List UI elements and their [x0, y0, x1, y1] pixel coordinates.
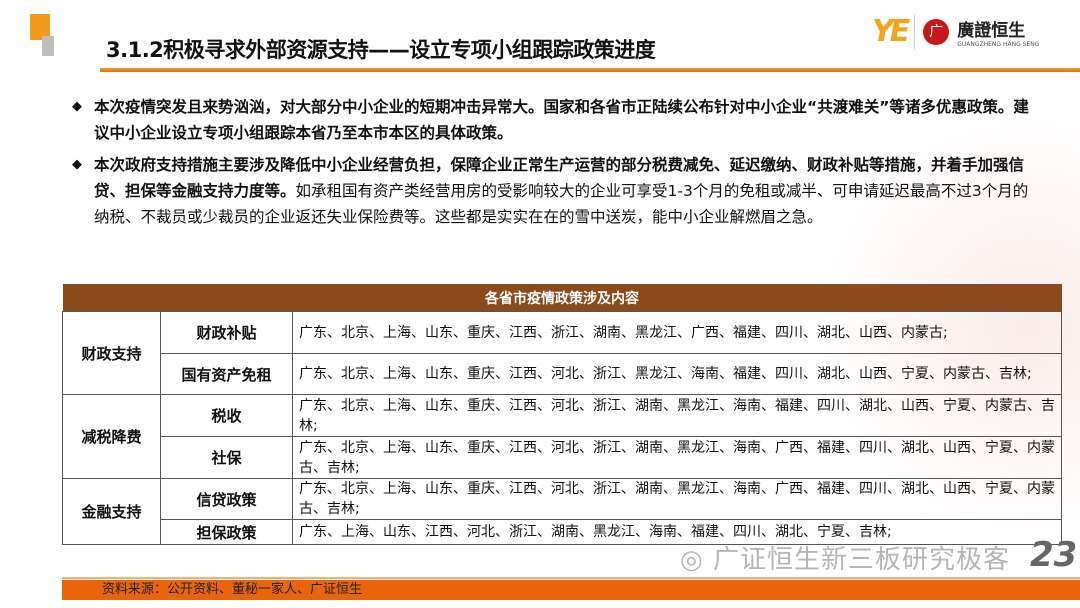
- brand-name: 廣證恒生 GUANGZHENG HANG SENG: [957, 16, 1039, 48]
- category-cell: 减税降费: [62, 394, 161, 479]
- decor-square-gray: [42, 36, 54, 56]
- table-row: 担保政策 广东、上海、山东、江西、河北、浙江、湖南、黑龙江、海南、福建、四川、湖…: [63, 519, 1062, 545]
- watermark: ◎ 广证恒生新三板研究极客: [680, 545, 1010, 575]
- policy-table: 各省市疫情政策涉及内容 财政支持 财政补贴 广东、北京、上海、山东、重庆、江西、…: [62, 284, 1062, 545]
- policy-cell: 财政补贴: [160, 311, 293, 354]
- table-row: 财政支持 财政补贴 广东、北京、上海、山东、重庆、江西、浙江、湖南、黑龙江、广西…: [62, 311, 1062, 395]
- source-footer: 资料来源：公开资料、董秘一家人、广证恒生: [62, 580, 1080, 600]
- policy-cell: 担保政策: [160, 519, 293, 545]
- category-cell: 金融支持: [62, 478, 161, 545]
- policy-cell: 社保: [160, 436, 293, 479]
- regions-cell: 广东、北京、上海、山东、重庆、江西、河北、浙江、黑龙江、海南、福建、四川、湖北、…: [292, 353, 1062, 395]
- category-cell: 财政支持: [62, 311, 161, 395]
- brand-name-cn: 廣證恒生: [957, 20, 1026, 41]
- diamond-bullet-icon: ◆: [72, 99, 82, 114]
- bullet-text-bold: 本次疫情突发且来势汹汹，对大部分中小企业的短期冲击异常大。国家和各省市正陆续公布…: [94, 98, 1029, 142]
- policy-cell: 信贷政策: [160, 478, 293, 520]
- bullet-text: 如承租国有资产类经营用房的受影响较大的企业可享受1-3个月的免租或减半、可申请延…: [94, 182, 1029, 226]
- regions-cell: 广东、北京、上海、山东、重庆、江西、河北、浙江、湖南、黑龙江、海南、福建、四川、…: [292, 394, 1062, 437]
- bullet-item: ◆ 本次政府支持措施主要涉及降低中小企业经营负担，保障企业正常生产运营的部分税费…: [72, 152, 1042, 230]
- brand-name-en: GUANGZHENG HANG SENG: [957, 40, 1040, 48]
- bullet-item: ◆ 本次疫情突发且来势汹汹，对大部分中小企业的短期冲击异常大。国家和各省市正陆续…: [72, 94, 1042, 146]
- watermark-text: 广证恒生新三板研究极客: [712, 545, 1010, 575]
- regions-cell: 广东、北京、上海、山东、重庆、江西、浙江、湖南、黑龙江、广西、福建、四川、湖北、…: [292, 311, 1062, 354]
- table-row: 金融支持 信贷政策 广东、北京、上海、山东、重庆、江西、河北、浙江、湖南、黑龙江…: [62, 478, 1062, 545]
- company-logo: YE 广 廣證恒生 GUANGZHENG HANG SENG: [872, 14, 1039, 49]
- diamond-bullet-icon: ◆: [72, 157, 82, 172]
- regions-cell: 广东、上海、山东、江西、河北、浙江、湖南、黑龙江、海南、福建、四川、湖北、宁夏、…: [292, 519, 1062, 545]
- footer-line: [62, 577, 1080, 579]
- logo-divider: [914, 14, 916, 49]
- page-number: 23: [1030, 535, 1078, 575]
- table-row: 减税降费 税收 广东、北京、上海、山东、重庆、江西、河北、浙江、湖南、黑龙江、海…: [62, 394, 1062, 479]
- seal-icon: 广: [923, 18, 950, 45]
- decor-square-orange: [30, 14, 50, 40]
- bullet-text-bold: 本次政府支持措施主要涉及降低中小企业经营负担，保障企业正常生产运营的部分税费减免…: [94, 156, 1025, 200]
- regions-cell: 广东、北京、上海、山东、重庆、江西、河北、浙江、湖南、黑龙江、海南、广西、福建、…: [292, 436, 1062, 479]
- bullet-list: ◆ 本次疫情突发且来势汹汹，对大部分中小企业的短期冲击异常大。国家和各省市正陆续…: [72, 94, 1042, 230]
- regions-cell: 广东、北京、上海、山东、重庆、江西、河北、浙江、湖南、黑龙江、海南、广西、福建、…: [292, 478, 1062, 520]
- policy-cell: 税收: [160, 394, 293, 437]
- page-title: 3.1.2积极寻求外部资源支持——设立专项小组跟踪政策进度: [106, 38, 656, 62]
- ye-logo-icon: YE: [872, 14, 910, 49]
- table-title: 各省市疫情政策涉及内容: [62, 284, 1062, 312]
- policy-cell: 国有资产免租: [160, 353, 293, 395]
- title-underline: [100, 68, 1080, 72]
- table-row: 社保 广东、北京、上海、山东、重庆、江西、河北、浙江、湖南、黑龙江、海南、广西、…: [63, 436, 1062, 479]
- table-row: 国有资产免租 广东、北京、上海、山东、重庆、江西、河北、浙江、黑龙江、海南、福建…: [63, 353, 1062, 395]
